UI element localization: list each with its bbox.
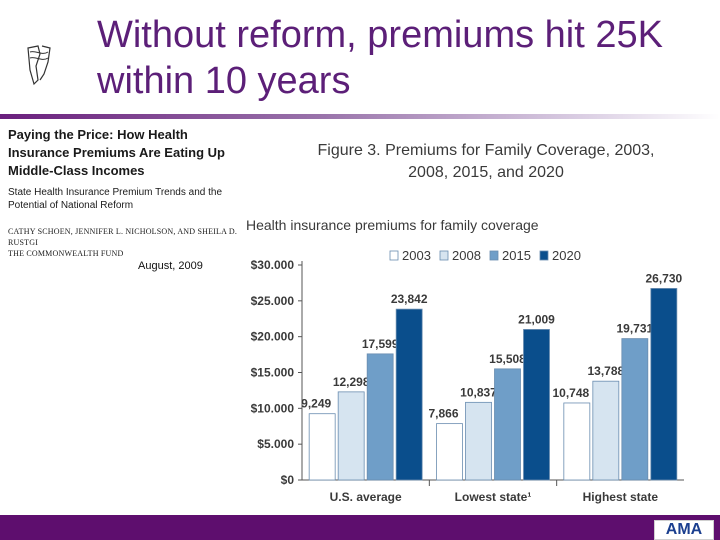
data-label: 19,731: [616, 322, 653, 336]
x-category-label: U.S. average: [330, 490, 402, 504]
report-publisher: The Commonwealth Fund: [8, 249, 124, 258]
bar-2020-0: [395, 308, 423, 481]
legend-label-2020: 2020: [552, 248, 581, 263]
data-label: 15,508: [489, 352, 526, 366]
title-divider: [0, 114, 720, 119]
y-tick-label: $10.000: [251, 401, 295, 415]
y-tick-label: $15.000: [251, 366, 295, 380]
data-label: 23,842: [391, 292, 428, 306]
data-label: 12,298: [333, 375, 370, 389]
bar-2003-2: [563, 402, 591, 481]
data-label: 21,009: [518, 312, 555, 326]
legend-swatch-2003: [389, 250, 399, 261]
data-label: 17,599: [362, 337, 399, 351]
bar-2020-2: [650, 288, 678, 481]
data-label: 26,730: [645, 271, 682, 285]
figure-title: Figure 3. Premiums for Family Coverage, …: [317, 142, 655, 181]
report-authors: Cathy Schoen, Jennifer L. Nicholson, and…: [8, 227, 238, 247]
footer-bar: [0, 515, 720, 540]
bar-2008-0: [337, 391, 365, 481]
bar-2008-1: [465, 401, 492, 481]
report-title: Paying the Price: How Health Insurance P…: [8, 127, 225, 178]
data-label: 13,788: [587, 364, 624, 378]
x-category-label: Highest state: [583, 490, 659, 504]
caduceus-logo-icon: [27, 45, 51, 86]
y-tick-label: $25.000: [251, 294, 295, 308]
report-date: August, 2009: [138, 260, 203, 272]
ama-logo: AMA: [654, 520, 714, 540]
data-label: 7,866: [428, 407, 458, 421]
data-label: 9,249: [301, 397, 331, 411]
legend-label-2003: 2003: [402, 248, 431, 263]
bar-2015-1: [494, 368, 521, 481]
y-tick-label: $20.000: [251, 330, 295, 344]
bar-chart: Health insurance premiums for family cov…: [246, 217, 684, 504]
y-tick-label: $5.000: [257, 437, 294, 451]
chart-subtitle: Health insurance premiums for family cov…: [246, 217, 539, 233]
bar-2015-0: [366, 353, 394, 481]
data-label: 10,748: [552, 386, 589, 400]
legend-label-2008: 2008: [452, 248, 481, 263]
bar-2020-1: [523, 329, 550, 481]
y-tick-label: $0: [281, 473, 295, 487]
bar-2003-0: [308, 413, 336, 481]
report-subtitle: State Health Insurance Premium Trends an…: [8, 187, 223, 211]
x-category-label: Lowest state¹: [455, 490, 532, 504]
data-label: 10,837: [460, 385, 497, 399]
legend-swatch-2015: [489, 250, 499, 261]
legend-label-2015: 2015: [502, 248, 531, 263]
bar-2003-1: [436, 423, 463, 481]
legend-swatch-2020: [539, 250, 549, 261]
y-tick-label: $30.000: [251, 258, 295, 272]
slide-title: Without reform, premiums hit 25K within …: [97, 14, 663, 102]
legend-swatch-2008: [439, 250, 449, 261]
bar-2015-2: [621, 338, 649, 481]
bar-2008-2: [592, 380, 620, 481]
report-citation: Paying the Price: How Health Insurance P…: [8, 126, 246, 259]
